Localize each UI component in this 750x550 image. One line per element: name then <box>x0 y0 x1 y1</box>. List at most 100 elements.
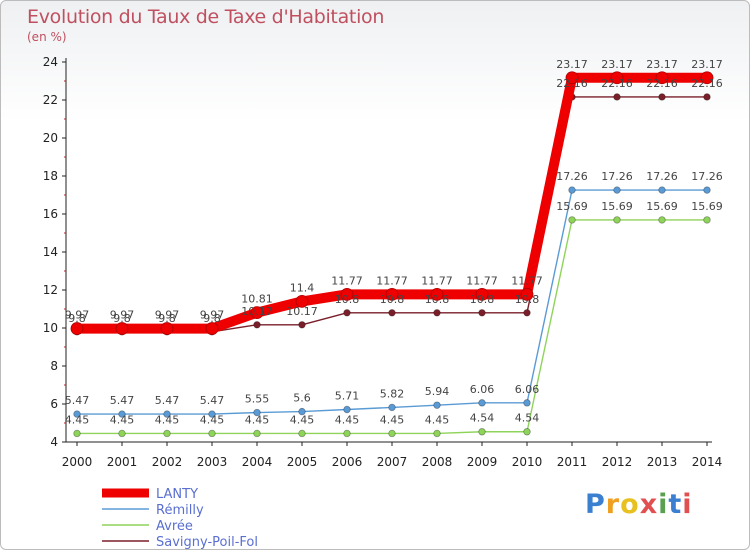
data-point <box>658 93 666 101</box>
data-label: 4.45 <box>245 413 270 426</box>
data-point <box>655 71 669 85</box>
data-label: 22.16 <box>601 77 633 90</box>
data-point <box>700 71 714 85</box>
data-label: 11.77 <box>511 274 543 287</box>
y-tick-label: 14 <box>43 245 58 259</box>
x-tick-label: 2006 <box>332 455 363 469</box>
data-label: 5.71 <box>335 390 360 403</box>
data-point <box>658 186 666 194</box>
data-label: 9.97 <box>110 309 135 322</box>
data-label: 6.06 <box>515 383 540 396</box>
data-label: 4.45 <box>335 413 360 426</box>
data-point <box>163 410 171 418</box>
data-label: 10.8 <box>515 293 540 306</box>
data-point <box>568 186 576 194</box>
chart-title: Evolution du Taux de Taxe d'Habitation <box>27 6 385 28</box>
data-point <box>478 399 486 407</box>
data-point <box>613 93 621 101</box>
data-label: 23.17 <box>691 58 723 71</box>
data-point <box>343 405 351 414</box>
data-point <box>523 399 531 407</box>
data-point <box>388 429 396 438</box>
data-point <box>253 321 261 329</box>
data-point <box>433 429 441 438</box>
chart-series <box>70 71 714 438</box>
data-label: 17.26 <box>601 170 633 183</box>
proxiti-logo: Proxiti <box>585 489 693 520</box>
x-tick-label: 2001 <box>107 455 138 469</box>
data-point <box>298 321 306 329</box>
chart-data-labels: 9.97 9.97 9.97 9.97 10.81 11.4 11.77 11.77 11.77… <box>65 58 723 427</box>
chart-axes: 4 6 8 10 12 14 16 18 20 22 24 2000 2001 2002 2003 2004 2… <box>43 55 723 469</box>
data-label: 4.45 <box>290 413 315 426</box>
data-point <box>385 287 399 301</box>
x-tick-label: 2004 <box>242 455 273 469</box>
data-point <box>340 287 354 301</box>
y-tick-label: 18 <box>43 169 58 183</box>
data-label: 4.45 <box>155 413 180 426</box>
data-point <box>703 93 711 101</box>
y-tick-label: 8 <box>50 359 58 373</box>
data-point <box>433 401 441 409</box>
data-label: 23.17 <box>646 58 678 71</box>
data-point <box>430 287 444 301</box>
data-label: 15.69 <box>556 200 588 213</box>
data-label: 22.16 <box>646 77 678 90</box>
logo-letter: i <box>682 489 693 520</box>
chart-unit-label: (en %) <box>27 30 67 44</box>
data-label: 11.77 <box>421 274 453 287</box>
legend-label: LANTY <box>156 487 198 502</box>
data-point <box>658 216 666 224</box>
data-point <box>523 309 531 317</box>
logo-letter: P <box>585 489 606 520</box>
data-point <box>613 186 621 194</box>
data-label: 10.8 <box>425 293 450 306</box>
data-label: 17.26 <box>556 170 588 183</box>
data-label: 4.45 <box>425 413 450 426</box>
x-tick-label: 2003 <box>197 455 228 469</box>
y-tick-label: 10 <box>43 321 58 335</box>
data-label: 4.45 <box>380 413 405 426</box>
x-tick-label: 2008 <box>422 455 453 469</box>
data-point <box>118 410 126 418</box>
x-tick-label: 2012 <box>602 455 633 469</box>
data-label: 10.17 <box>286 305 318 318</box>
logo-letter: i <box>658 489 669 520</box>
x-tick-label: 2013 <box>647 455 678 469</box>
data-point <box>160 322 174 335</box>
data-point <box>610 71 624 85</box>
data-label: 4.54 <box>515 412 540 425</box>
data-point <box>298 429 306 438</box>
data-label: 5.47 <box>200 394 225 407</box>
data-label: 15.69 <box>601 200 633 213</box>
x-tick-label: 2000 <box>62 455 93 469</box>
x-tick-label: 2010 <box>512 455 543 469</box>
logo-letter: o <box>620 489 640 520</box>
data-label: 5.47 <box>65 394 90 407</box>
data-label: 22.16 <box>556 77 588 90</box>
x-tick-label: 2005 <box>287 455 318 469</box>
data-label: 10.8 <box>380 293 405 306</box>
logo-letter: x <box>639 489 659 520</box>
data-point <box>523 428 531 436</box>
x-tick-label: 2002 <box>152 455 183 469</box>
data-label: 9.8 <box>203 312 221 325</box>
data-point <box>70 322 84 335</box>
y-tick-label: 20 <box>43 131 58 145</box>
data-point <box>250 306 264 320</box>
logo-letter: t <box>668 489 683 520</box>
data-label: 4.45 <box>65 413 90 426</box>
data-label: 9.97 <box>155 309 180 322</box>
data-point <box>478 428 486 436</box>
y-tick-label: 24 <box>43 55 58 69</box>
data-point <box>343 309 351 317</box>
data-label: 9.8 <box>68 312 86 325</box>
data-point <box>703 186 711 194</box>
data-label: 10.8 <box>470 293 495 306</box>
data-point <box>208 429 216 438</box>
data-label: 17.26 <box>691 170 723 183</box>
data-label: 23.17 <box>556 58 588 71</box>
